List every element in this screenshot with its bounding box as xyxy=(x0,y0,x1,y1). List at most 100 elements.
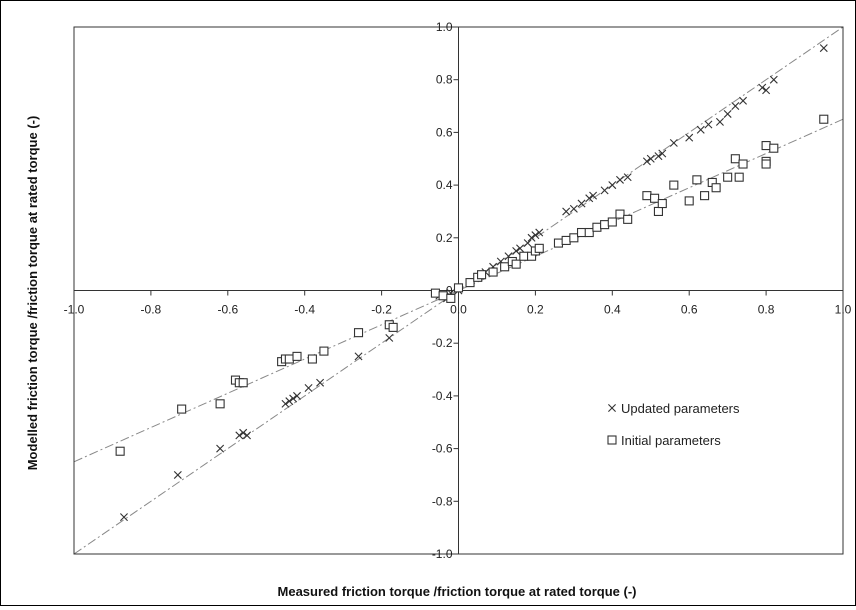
y-tick-label: 0.6 xyxy=(436,125,453,139)
y-tick-label: -0.8 xyxy=(432,494,453,508)
point-initial xyxy=(761,159,771,169)
x-tick-label: -0.6 xyxy=(217,303,238,317)
point-initial xyxy=(669,180,679,190)
point-updated xyxy=(293,391,301,400)
point-initial xyxy=(657,198,667,209)
point-initial xyxy=(488,267,498,277)
point-updated xyxy=(562,207,571,216)
point-initial xyxy=(576,227,587,238)
point-updated xyxy=(569,204,578,213)
point-initial xyxy=(738,159,748,169)
y-tick-label: -0.6 xyxy=(432,442,453,456)
point-updated xyxy=(216,444,225,453)
x-tick-label: -0.8 xyxy=(141,303,162,317)
point-initial xyxy=(519,251,529,261)
x-tick-label: 0.0 xyxy=(450,303,467,317)
point-initial xyxy=(307,354,317,364)
point-updated xyxy=(669,138,678,147)
point-updated xyxy=(704,120,713,129)
legend-marker-square xyxy=(607,435,617,445)
point-initial xyxy=(353,328,364,338)
x-axis-title: Measured friction torque /friction torqu… xyxy=(278,584,637,599)
point-updated xyxy=(658,149,667,158)
point-updated xyxy=(535,228,544,237)
y-tick-label: 0.4 xyxy=(436,178,453,192)
point-initial xyxy=(684,196,694,206)
point-updated xyxy=(600,186,609,195)
y-tick-label: -0.2 xyxy=(432,336,453,350)
point-initial xyxy=(453,283,464,293)
legend-label-initial: Initial parameters xyxy=(621,433,721,448)
x-tick-label: -0.4 xyxy=(294,303,315,317)
point-initial xyxy=(734,172,744,182)
point-initial xyxy=(730,154,740,164)
y-tick-label: 0 xyxy=(446,284,453,298)
x-tick-label: 0.4 xyxy=(604,303,621,317)
point-updated xyxy=(512,246,521,255)
point-updated xyxy=(685,133,694,142)
point-updated xyxy=(585,194,594,203)
point-updated xyxy=(523,239,532,248)
point-updated xyxy=(285,397,294,406)
legend-marker-x-icon xyxy=(608,404,616,412)
point-initial xyxy=(615,209,625,219)
y-axis-title: Modelled friction torque /friction torqu… xyxy=(25,116,40,471)
point-initial xyxy=(115,446,125,456)
point-initial xyxy=(388,322,398,332)
point-initial xyxy=(761,141,771,151)
x-tick-label: -1.0 xyxy=(64,303,85,317)
x-tick-label: 0.6 xyxy=(681,303,698,317)
point-updated xyxy=(304,384,313,392)
point-initial xyxy=(238,378,248,388)
point-updated xyxy=(762,86,771,95)
data-points xyxy=(115,44,829,522)
point-updated xyxy=(385,333,394,342)
point-updated xyxy=(646,154,655,163)
point-updated xyxy=(354,352,363,361)
point-updated xyxy=(589,191,598,200)
point-initial xyxy=(642,191,652,201)
point-initial xyxy=(319,346,329,356)
point-initial xyxy=(500,262,510,272)
point-updated xyxy=(243,431,252,440)
point-updated xyxy=(119,513,128,522)
point-initial xyxy=(723,172,733,182)
x-tick-label: 0.8 xyxy=(758,303,775,317)
legend-item-initial: Initial parameters xyxy=(607,433,721,448)
point-updated xyxy=(316,378,325,387)
point-updated xyxy=(616,175,624,184)
legend-marker-x xyxy=(608,404,616,412)
point-updated xyxy=(758,83,767,92)
point-updated xyxy=(654,152,663,161)
point-updated xyxy=(531,231,540,240)
point-initial xyxy=(446,293,456,303)
point-updated xyxy=(608,181,617,190)
point-updated xyxy=(731,102,740,111)
point-initial xyxy=(600,220,610,230)
point-initial xyxy=(607,217,617,227)
point-initial xyxy=(584,227,594,238)
point-updated xyxy=(235,431,244,440)
point-updated xyxy=(516,244,525,253)
point-updated xyxy=(696,125,705,134)
legend: Updated parameters Initial parameters xyxy=(607,401,740,448)
point-updated xyxy=(527,233,536,242)
point-initial xyxy=(711,183,721,193)
point-initial xyxy=(284,354,294,364)
x-tick-label: 0.2 xyxy=(527,303,544,317)
point-initial xyxy=(819,114,829,124)
point-initial xyxy=(534,243,544,253)
point-initial xyxy=(623,214,633,224)
y-tick-label: 0.8 xyxy=(436,73,453,87)
point-initial xyxy=(477,270,487,280)
point-initial xyxy=(700,191,710,201)
point-initial xyxy=(653,206,663,216)
point-initial xyxy=(561,235,571,245)
point-initial xyxy=(292,351,302,361)
point-initial xyxy=(553,238,564,248)
x-tick-label: 1.0 xyxy=(835,303,852,317)
y-tick-label: 1.0 xyxy=(436,20,453,34)
point-updated xyxy=(289,394,298,403)
